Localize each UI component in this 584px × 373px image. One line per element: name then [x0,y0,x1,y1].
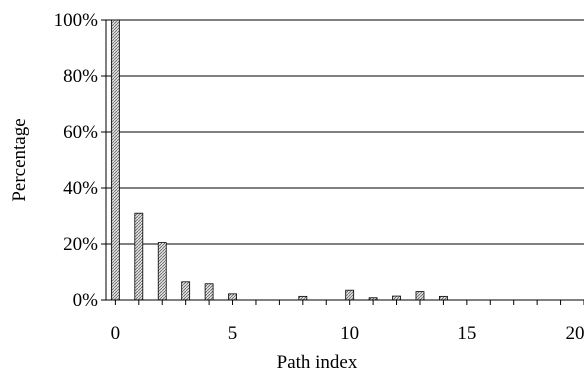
x-tick-label: 20 [566,323,584,344]
y-tick-label: 60% [63,122,98,143]
bar [392,295,401,301]
x-axis-label: Path index [277,352,358,373]
y-axis-label: Percentage [9,118,30,201]
axes [101,19,584,305]
bar [134,212,144,301]
x-tick-label: 15 [457,323,476,344]
y-tick-label: 100% [54,10,99,31]
x-tick-labels: 0 5 10 15 20 [111,323,584,344]
bar [204,283,214,301]
gridlines [106,19,584,245]
x-tick-label: 5 [228,323,238,344]
bar [298,295,308,301]
y-tick-label: 20% [63,234,98,255]
y-tick-label: 0% [73,290,99,311]
bar [345,289,355,301]
bar [157,242,167,301]
bar [228,293,237,301]
bars [110,19,448,301]
bar [110,19,120,301]
bar [415,291,425,301]
y-tick-labels: 0% 20% 40% 60% 80% 100% [54,10,99,311]
bar [181,281,191,301]
x-tick-label: 0 [111,323,121,344]
bar [439,295,448,301]
y-tick-label: 40% [63,178,98,199]
x-tick-label: 10 [340,323,359,344]
y-tick-label: 80% [63,66,98,87]
